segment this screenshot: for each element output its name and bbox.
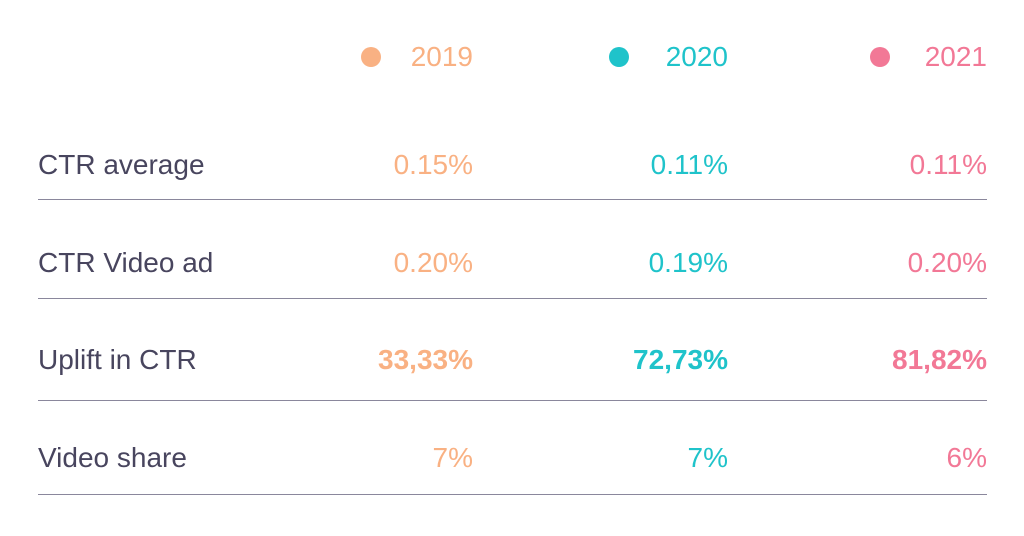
- row-divider: [38, 298, 987, 299]
- cell-value: 0.19%: [648, 247, 728, 278]
- legend-dot: [870, 47, 890, 67]
- cell-value: 0.11%: [650, 149, 728, 180]
- cell-value: 33,33%: [378, 344, 473, 375]
- column-header: 2020: [665, 41, 728, 72]
- row-divider: [38, 199, 987, 200]
- row-label: Video share: [38, 442, 187, 473]
- cell-value: 7%: [687, 442, 728, 473]
- row-label: CTR Video ad: [38, 247, 214, 278]
- cell-value: 0.15%: [393, 149, 473, 180]
- column-header: 2021: [924, 41, 987, 72]
- legend-dot: [361, 47, 381, 67]
- row-divider: [38, 400, 987, 401]
- row-divider: [38, 494, 987, 495]
- row-label: Uplift in CTR: [38, 344, 197, 375]
- cell-value: 0.20%: [907, 247, 987, 278]
- row-label: CTR average: [38, 149, 205, 180]
- cell-value: 81,82%: [892, 344, 987, 375]
- cell-value: 7%: [432, 442, 473, 473]
- cell-value: 0.20%: [393, 247, 473, 278]
- cell-value: 6%: [946, 442, 987, 473]
- cell-value: 0.11%: [909, 149, 987, 180]
- cell-value: 72,73%: [633, 344, 728, 375]
- legend-dot: [609, 47, 629, 67]
- column-header: 2019: [410, 41, 473, 72]
